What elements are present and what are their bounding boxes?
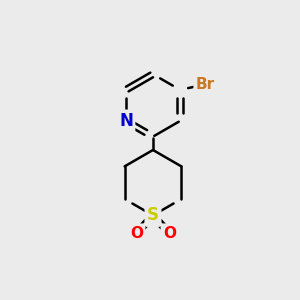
Text: S: S [147, 206, 159, 224]
Text: Br: Br [196, 77, 215, 92]
Text: O: O [163, 226, 176, 241]
Text: N: N [119, 112, 133, 130]
Text: O: O [130, 226, 143, 241]
